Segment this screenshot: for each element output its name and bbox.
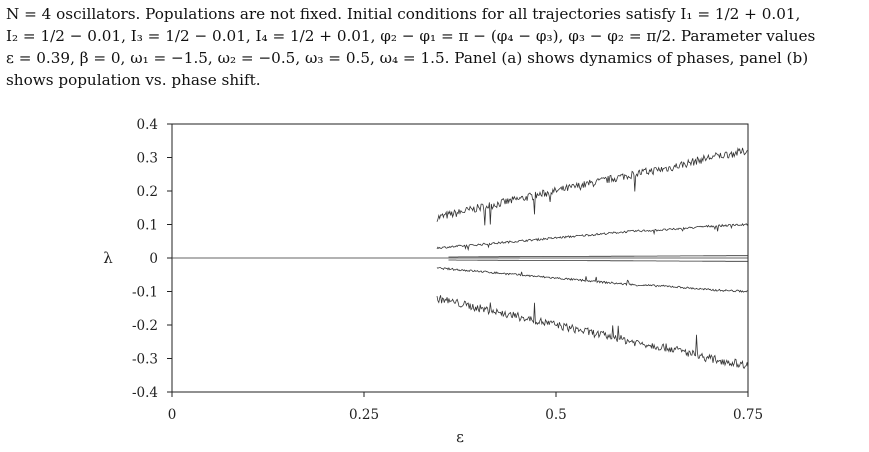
x-axis-ticks: 0 0.25 0.5 0.75	[168, 392, 763, 423]
y-tick-label: -0.4	[132, 385, 158, 401]
y-tick-label: 0.3	[137, 151, 158, 167]
caption-line-3: ε = 0.39, β = 0, ω₁ = −1.5, ω₂ = −0.5, ω…	[6, 49, 809, 67]
series-group	[172, 147, 749, 369]
y-axis-label: λ	[103, 249, 113, 267]
x-tick-label: 0	[168, 407, 177, 423]
y-tick-label: -0.2	[132, 318, 158, 334]
caption-line-4: shows population vs. phase shift.	[6, 71, 261, 89]
series-line-6	[436, 267, 748, 293]
y-tick-label: 0.1	[137, 218, 158, 234]
series-line-3	[448, 255, 748, 258]
x-tick-label: 0.75	[733, 407, 763, 423]
series-line-5	[448, 259, 749, 262]
y-tick-label: 0.2	[137, 184, 158, 200]
x-tick-label: 0.5	[545, 407, 566, 423]
y-tick-label: 0	[149, 251, 158, 267]
caption-line-1: N = 4 oscillators. Populations are not f…	[6, 5, 801, 23]
x-tick-label: 0.25	[349, 407, 379, 423]
y-tick-label: -0.3	[132, 352, 158, 368]
y-tick-label: 0.4	[137, 117, 158, 133]
figure-caption: N = 4 oscillators. Populations are not f…	[6, 3, 864, 91]
y-axis-ticks: 0.4 0.3 0.2 0.1 0 -0.1 -0.2 -0.3 -0.4	[132, 117, 172, 401]
series-line-1	[436, 147, 749, 226]
series-line-7	[436, 295, 749, 369]
series-line-2	[436, 222, 749, 252]
x-axis-label: ε	[456, 428, 464, 446]
caption-line-2: I₂ = 1/2 − 0.01, I₃ = 1/2 − 0.01, I₄ = 1…	[6, 27, 816, 45]
y-tick-label: -0.1	[132, 285, 158, 301]
